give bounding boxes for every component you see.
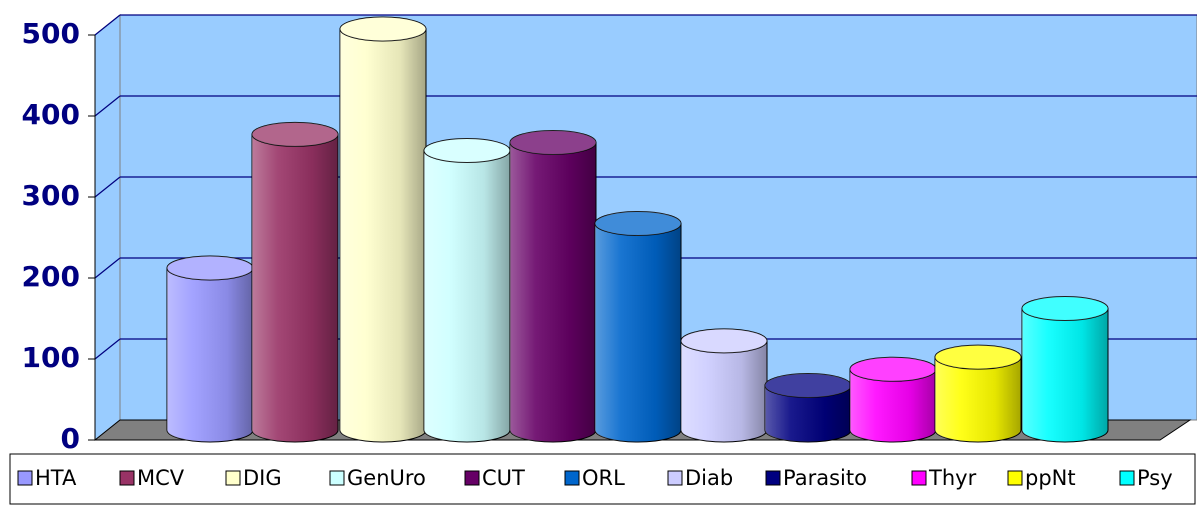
bar-shade <box>1022 308 1108 442</box>
legend-label: GenUro <box>347 466 426 490</box>
bar-top <box>680 328 768 354</box>
legend-swatch <box>911 470 927 486</box>
bar-top <box>934 344 1022 370</box>
legend-label: Diab <box>685 466 733 490</box>
y-tick-label: 500 <box>22 17 80 50</box>
legend-swatch <box>17 470 33 486</box>
bar-shade <box>510 142 596 442</box>
legend-label: DIG <box>243 466 282 490</box>
bar-shade <box>424 150 510 443</box>
legend-swatch <box>1007 470 1023 486</box>
legend-label: ppNt <box>1025 466 1076 490</box>
legend-swatch <box>1119 470 1135 486</box>
legend-swatch <box>464 470 480 486</box>
bar-top-shade <box>1022 296 1108 321</box>
y-tick-label: 200 <box>22 260 80 293</box>
bar-top-shade <box>935 345 1021 370</box>
bar-top <box>594 210 682 236</box>
bar-top-shade <box>510 130 596 155</box>
bar-shade <box>681 340 767 442</box>
bar-top-shade <box>424 138 510 163</box>
legend-swatch <box>119 470 135 486</box>
y-tick-label: 400 <box>22 98 80 131</box>
bar-top <box>251 121 339 147</box>
bar-top <box>1021 296 1109 321</box>
bar-shade <box>595 223 681 442</box>
bar-top-shade <box>765 373 851 398</box>
bar-top-shade <box>252 122 338 147</box>
y-tick-label: 300 <box>22 179 80 212</box>
legend-swatch <box>329 470 345 486</box>
grid-line <box>94 14 121 36</box>
bar-shade <box>252 134 338 442</box>
legend-swatch <box>564 470 580 486</box>
legend-label: MCV <box>137 466 185 490</box>
bar-top-shade <box>167 256 253 280</box>
bar-top-shade <box>681 328 767 353</box>
bar-shade <box>340 29 426 443</box>
legend-label: Psy <box>1137 466 1173 490</box>
bar-shade <box>167 268 253 442</box>
legend-label: CUT <box>482 466 525 490</box>
legend <box>9 453 1196 505</box>
bar-shade <box>850 369 936 442</box>
y-tick-label: 0 <box>61 422 80 455</box>
legend-swatch <box>225 470 241 486</box>
bar-shade <box>935 357 1021 442</box>
grid-line <box>94 176 121 198</box>
legend-label: HTA <box>35 466 77 490</box>
bar-top <box>509 129 597 155</box>
bar-top-shade <box>340 17 426 42</box>
bar-shade <box>765 385 851 442</box>
grid-line <box>94 257 121 279</box>
y-tick-label: 100 <box>22 341 80 374</box>
side-wall <box>94 13 121 442</box>
grid-line <box>94 95 121 117</box>
bar-top <box>339 16 427 42</box>
grid-line <box>94 338 121 360</box>
bar-top-shade <box>595 211 681 236</box>
legend-swatch <box>667 470 683 486</box>
bar-top-shade <box>850 357 936 382</box>
legend-label: Parasito <box>783 466 867 490</box>
legend-label: Thyr <box>928 466 977 490</box>
legend-swatch <box>765 470 781 486</box>
legend-label: ORL <box>582 466 625 490</box>
